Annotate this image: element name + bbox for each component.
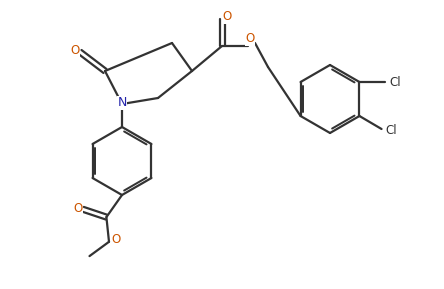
Text: Cl: Cl	[390, 75, 401, 88]
Text: O: O	[73, 202, 83, 215]
Text: Cl: Cl	[386, 123, 397, 136]
Text: O: O	[111, 233, 121, 246]
Text: O: O	[246, 32, 254, 45]
Text: O: O	[222, 10, 232, 23]
Text: O: O	[71, 44, 79, 57]
Text: N: N	[117, 97, 127, 110]
